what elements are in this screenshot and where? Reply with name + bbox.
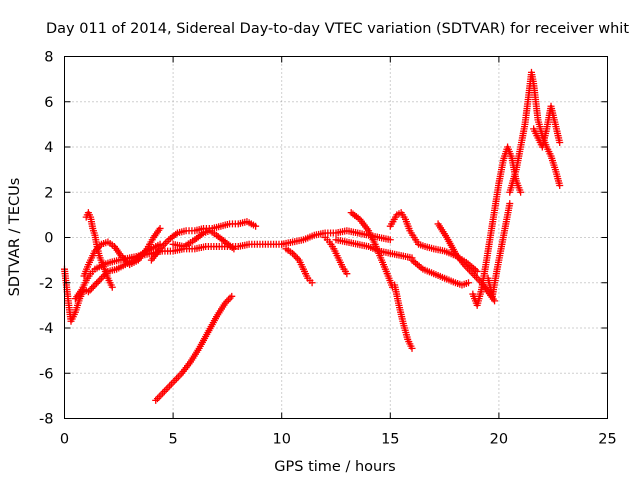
series-arc-12 (332, 236, 416, 262)
x-tick-label: 25 (598, 432, 616, 448)
series-arc-05 (147, 218, 260, 264)
y-tick-label: 0 (44, 231, 53, 247)
axis-ticks: 0 5 10 15 20 25 -8 -6 -4 -2 0 2 4 6 8 (39, 50, 617, 448)
series-arc-18 (484, 200, 514, 300)
data-points (61, 68, 564, 404)
data-point (408, 344, 416, 352)
data-point (556, 181, 564, 189)
data-point (517, 188, 525, 196)
data-point (491, 297, 499, 305)
data-point (556, 138, 564, 146)
series-arc-11 (347, 209, 396, 291)
data-point (308, 279, 316, 287)
series-arc-20 (530, 102, 564, 151)
x-tick-label: 15 (381, 432, 399, 448)
y-tick-label: -6 (39, 366, 53, 382)
data-point (94, 278, 102, 286)
y-tick-label: -2 (39, 276, 53, 292)
data-point (292, 253, 300, 261)
series-arc-19 (506, 68, 564, 196)
data-point (156, 224, 164, 232)
data-point (86, 286, 94, 294)
y-tick-label: 6 (44, 95, 53, 111)
data-point (108, 283, 116, 291)
series-arc-15 (408, 256, 472, 289)
grid-lines (64, 56, 608, 419)
data-point (224, 296, 232, 304)
x-tick-label: 20 (490, 432, 508, 448)
series-arc-07 (152, 292, 236, 404)
series-arc-04 (80, 224, 164, 280)
data-point (93, 279, 101, 287)
series-arc-09 (282, 245, 316, 287)
series-arc-08 (278, 227, 394, 248)
data-point (290, 251, 298, 259)
y-tick-label: 8 (44, 50, 53, 66)
data-point (89, 283, 97, 291)
data-point (386, 236, 394, 244)
x-tick-label: 10 (272, 432, 290, 448)
series-arc-06 (169, 227, 238, 253)
data-point (343, 270, 351, 278)
data-point (252, 222, 260, 230)
y-tick-label: 2 (44, 185, 53, 201)
y-tick-label: -4 (39, 321, 53, 337)
y-tick-label: -8 (39, 412, 53, 428)
series-arc-10 (321, 234, 351, 278)
y-tick-label: 4 (44, 140, 53, 156)
x-axis-label: GPS time / hours (274, 459, 395, 475)
data-point (226, 294, 234, 302)
data-point (506, 200, 514, 208)
data-point (464, 279, 472, 287)
y-axis-label: SDTVAR / TECUs (7, 178, 23, 297)
data-point (228, 292, 236, 300)
x-tick-label: 0 (60, 432, 69, 448)
chart-title: Day 011 of 2014, Sidereal Day-to-day VTE… (46, 21, 629, 37)
data-point (230, 245, 238, 253)
series-arc-14 (391, 281, 416, 352)
data-point (473, 267, 481, 275)
x-tick-label: 5 (168, 432, 177, 448)
